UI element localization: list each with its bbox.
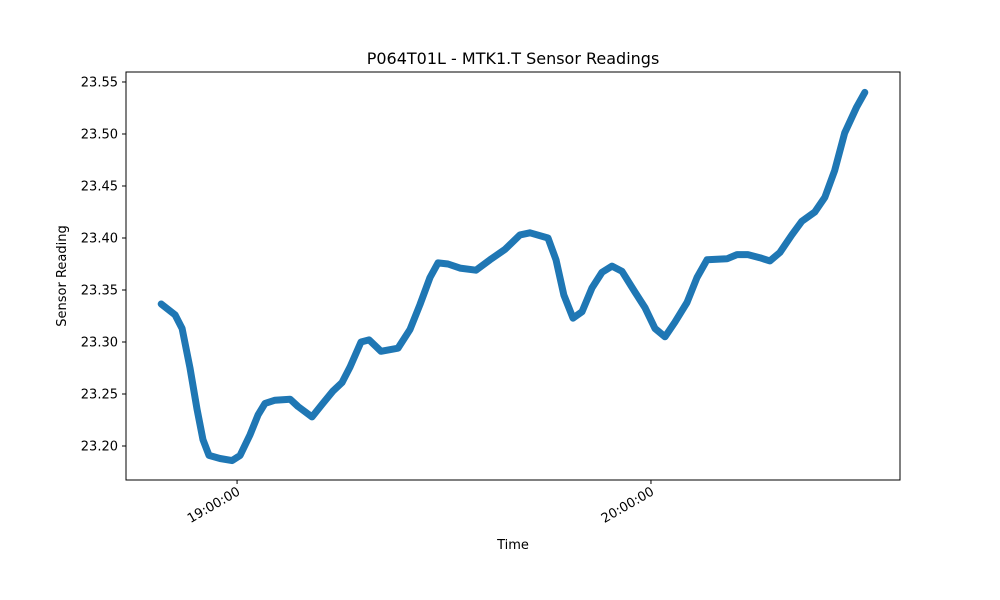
- y-tick-label: 23.40: [81, 231, 118, 246]
- chart-title: P064T01L - MTK1.T Sensor Readings: [367, 49, 660, 68]
- x-axis-label: Time: [496, 538, 529, 553]
- y-tick-label: 23.35: [81, 283, 118, 298]
- data-line: [157, 88, 869, 465]
- x-tick-label: 20:00:00: [599, 484, 657, 526]
- plot-frame: [125, 71, 901, 481]
- y-tick-label: 23.20: [81, 439, 118, 454]
- y-axis-label: Sensor Reading: [55, 225, 70, 326]
- y-tick-label: 23.45: [81, 179, 118, 194]
- y-tick-label: 23.25: [81, 387, 118, 402]
- y-tick-label: 23.30: [81, 335, 118, 350]
- y-tick-label: 23.55: [81, 75, 118, 90]
- x-tick-label: 19:00:00: [185, 484, 243, 526]
- y-tick-label: 23.50: [81, 127, 118, 142]
